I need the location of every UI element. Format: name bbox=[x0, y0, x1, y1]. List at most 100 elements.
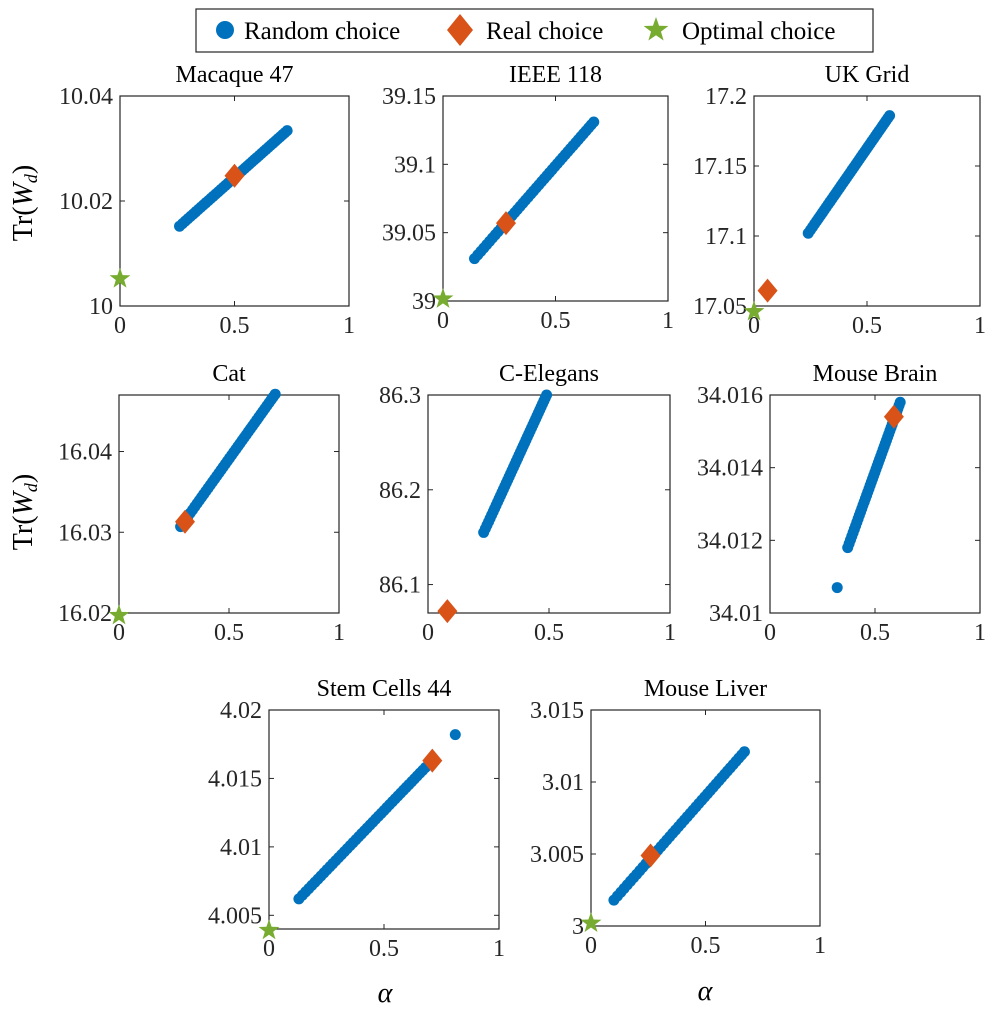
real-choice-point bbox=[422, 748, 443, 773]
circle-marker-icon bbox=[216, 21, 234, 39]
y-tick-label: 34.01 bbox=[709, 601, 763, 627]
axes-box bbox=[769, 394, 981, 614]
y-axis-label-row2: Tr(Wd) bbox=[8, 474, 41, 550]
random-choice-point bbox=[541, 389, 553, 401]
real-choice-point bbox=[496, 211, 516, 236]
x-tick-label: 0.5 bbox=[214, 620, 244, 646]
panel-4: Cat 0 0.5 1 16.02 16.03 16.04 bbox=[58, 361, 345, 646]
panel-6: Mouse Brain 0 0.5 1 34.01 34.012 34.014 34.016 bbox=[697, 361, 986, 646]
panel-title: IEEE 118 bbox=[509, 62, 602, 88]
x-tick-label: 0.5 bbox=[541, 308, 571, 334]
legend: Random choice Real choice Optimal choice bbox=[195, 8, 874, 53]
random-choice-point bbox=[449, 729, 461, 741]
panel-3: UK Grid 0 0.5 1 17.05 17.1 17.15 17.2 bbox=[693, 62, 986, 339]
x-tick-label: 1 bbox=[333, 620, 345, 646]
x-tick-label: 0 bbox=[113, 620, 125, 646]
x-tick-label: 0.5 bbox=[220, 313, 250, 339]
real-choice-point bbox=[883, 404, 904, 429]
panel-title: Mouse Liver bbox=[644, 676, 767, 702]
x-tick-label: 1 bbox=[662, 308, 674, 334]
axes-box bbox=[753, 95, 981, 307]
x-tick-label: 0.5 bbox=[860, 620, 890, 646]
y-tick-label: 3 bbox=[572, 914, 584, 940]
x-tick-label: 1 bbox=[974, 620, 986, 646]
x-tick-label: 1 bbox=[664, 620, 676, 646]
panel-title: Macaque 47 bbox=[176, 62, 294, 88]
y-tick-label: 10.02 bbox=[59, 189, 113, 215]
x-tick-label: 1 bbox=[974, 313, 986, 339]
y-tick-label: 10 bbox=[89, 294, 113, 320]
axes-box bbox=[118, 394, 340, 614]
y-tick-label: 10.04 bbox=[59, 84, 113, 110]
axes-box bbox=[427, 394, 671, 614]
legend-box bbox=[195, 8, 874, 53]
panel-title: UK Grid bbox=[825, 62, 910, 88]
x-tick-label: 0 bbox=[748, 313, 760, 339]
y-tick-label: 39.05 bbox=[382, 221, 436, 247]
y-tick-label: 17.1 bbox=[705, 224, 747, 250]
x-tick-label: 0.5 bbox=[534, 620, 564, 646]
panel-title: Cat bbox=[212, 361, 246, 387]
random-choice-point bbox=[894, 396, 906, 408]
y-tick-label: 17.2 bbox=[705, 84, 747, 110]
x-tick-label: 0.5 bbox=[852, 313, 882, 339]
x-tick-label: 0 bbox=[764, 620, 776, 646]
random-choice-point bbox=[281, 125, 293, 137]
random-choice-point bbox=[884, 110, 896, 122]
panel-2: IEEE 118 0 0.5 1 39 39.05 39.1 39.15 bbox=[382, 62, 674, 334]
x-tick-label: 1 bbox=[343, 313, 355, 339]
x-tick-label: 0 bbox=[422, 620, 434, 646]
random-choice-point bbox=[269, 388, 281, 400]
x-tick-label: 0.5 bbox=[369, 936, 399, 962]
panel-title: Stem Cells 44 bbox=[317, 676, 452, 702]
diamond-marker-icon bbox=[447, 14, 473, 46]
x-tick-label: 0.5 bbox=[691, 933, 721, 959]
legend-optimal-label: Optimal choice bbox=[682, 18, 835, 45]
y-tick-label: 34.016 bbox=[697, 383, 763, 409]
optimal-choice-point bbox=[258, 919, 280, 940]
y-tick-label: 39.1 bbox=[394, 152, 436, 178]
legend-real-label: Real choice bbox=[486, 18, 603, 45]
random-choice-point bbox=[738, 746, 750, 758]
y-tick-label: 4.015 bbox=[208, 766, 262, 792]
optimal-choice-point bbox=[432, 287, 454, 308]
real-choice-point bbox=[757, 278, 778, 303]
y-tick-label: 17.15 bbox=[693, 154, 747, 180]
random-choice-point bbox=[831, 582, 843, 594]
y-tick-label: 39.15 bbox=[382, 84, 436, 110]
y-tick-label: 34.014 bbox=[697, 456, 763, 482]
random-choice-point bbox=[588, 116, 600, 128]
y-tick-label: 86.3 bbox=[379, 383, 421, 409]
x-tick-label: 1 bbox=[493, 936, 505, 962]
y-tick-label: 3.01 bbox=[542, 770, 584, 796]
y-axis-label-row1: Tr(Wd) bbox=[8, 165, 41, 241]
panel-5: C-Elegans 0 0.5 1 86.1 86.2 86.3 bbox=[379, 361, 676, 646]
y-tick-label: 86.1 bbox=[379, 573, 421, 599]
panel-8: Mouse Liver 0 0.5 1 3 3.005 3.01 3.015 bbox=[530, 676, 826, 959]
optimal-choice-point bbox=[743, 300, 765, 321]
y-tick-label: 34.012 bbox=[697, 528, 763, 554]
x-tick-label: 0 bbox=[437, 308, 449, 334]
x-axis-label-right: α bbox=[698, 976, 714, 1007]
y-tick-label: 39 bbox=[412, 289, 436, 315]
y-tick-label: 16.02 bbox=[58, 601, 112, 627]
x-axis-label-left: α bbox=[378, 978, 394, 1009]
legend-random-label: Random choice bbox=[244, 18, 400, 45]
real-choice-point bbox=[224, 163, 245, 188]
real-choice-point bbox=[437, 599, 458, 624]
y-tick-label: 3.015 bbox=[530, 698, 584, 724]
x-tick-label: 1 bbox=[814, 933, 826, 959]
axes-box bbox=[442, 95, 669, 302]
axes-box bbox=[119, 95, 350, 307]
y-tick-label: 4.02 bbox=[220, 698, 262, 724]
y-tick-label: 3.005 bbox=[530, 842, 584, 868]
y-tick-label: 4.005 bbox=[208, 903, 262, 929]
panel-title: Mouse Brain bbox=[813, 361, 938, 387]
panel-7: Stem Cells 44 0 0.5 1 4.005 4.01 4.015 4.02 bbox=[208, 676, 505, 962]
real-choice-point bbox=[640, 843, 661, 868]
optimal-choice-point bbox=[580, 912, 602, 933]
optimal-choice-point bbox=[108, 604, 130, 625]
y-tick-label: 17.05 bbox=[693, 294, 747, 320]
x-tick-label: 0 bbox=[114, 313, 126, 339]
